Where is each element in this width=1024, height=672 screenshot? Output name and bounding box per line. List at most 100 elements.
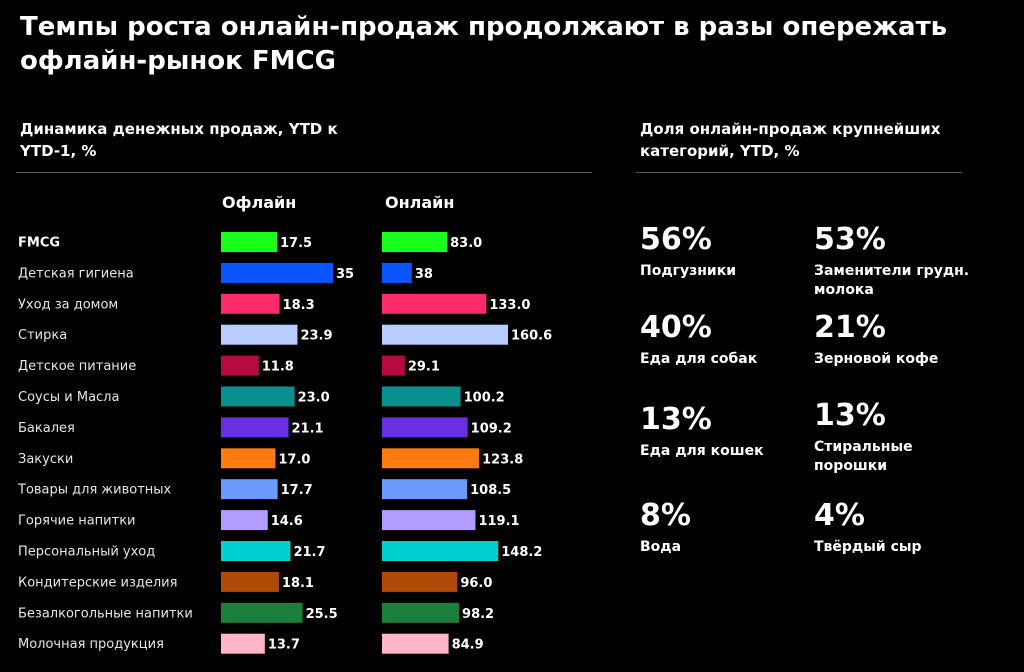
share-value: 40% bbox=[640, 310, 712, 345]
category-label: FMCG bbox=[18, 236, 60, 251]
category-label: Бакалея bbox=[18, 421, 75, 436]
bar bbox=[221, 232, 277, 252]
right-panel-heading: Доля онлайн-продаж крупнейших категорий,… bbox=[640, 120, 941, 160]
data-label: 109.2 bbox=[471, 421, 512, 436]
bar bbox=[221, 479, 278, 500]
bar bbox=[382, 602, 460, 623]
share-label: Еда для собак bbox=[640, 351, 758, 367]
right-divider bbox=[636, 172, 962, 173]
data-label: 108.5 bbox=[470, 483, 511, 498]
bar bbox=[382, 479, 468, 500]
sales-growth-chart: Офлайн Онлайн FMCG 17.5 83.0 Детская гигиена 3… bbox=[17, 193, 552, 654]
data-label: 23.0 bbox=[298, 391, 330, 406]
data-label: 96.0 bbox=[460, 576, 492, 591]
bar bbox=[221, 448, 276, 469]
data-label: 18.3 bbox=[283, 298, 315, 313]
data-label: 38 bbox=[415, 267, 433, 282]
bar bbox=[382, 262, 412, 283]
data-label: 35 bbox=[336, 267, 354, 282]
bar bbox=[221, 510, 268, 531]
share-label: Подгузники bbox=[640, 263, 737, 279]
bar bbox=[382, 355, 405, 376]
data-label: 17.0 bbox=[278, 452, 310, 467]
category-label: Соусы и Масла bbox=[18, 390, 119, 405]
share-value: 13% bbox=[640, 402, 712, 437]
data-label: 18.1 bbox=[282, 576, 314, 591]
bar bbox=[221, 602, 303, 623]
bar bbox=[221, 417, 289, 438]
data-label: 133.0 bbox=[489, 298, 530, 313]
share-item: 53% Заменители грудн. молока bbox=[814, 224, 984, 300]
data-label: 123.8 bbox=[482, 452, 523, 467]
bar bbox=[382, 510, 476, 531]
category-label: Товары для животных bbox=[17, 483, 172, 498]
data-label: 13.7 bbox=[268, 638, 300, 653]
data-label: 11.8 bbox=[262, 360, 294, 375]
share-item: 40% Еда для собак bbox=[640, 312, 810, 369]
category-label: Молочная продукция bbox=[18, 637, 164, 652]
category-label: Горячие напитки bbox=[18, 514, 136, 529]
category-label: Персональный уход bbox=[18, 545, 155, 560]
share-item: 8% Вода bbox=[640, 500, 810, 557]
bar bbox=[221, 541, 291, 561]
category-label: Кондитерские изделия bbox=[18, 575, 177, 590]
data-label: 98.2 bbox=[462, 607, 494, 622]
bar bbox=[221, 355, 259, 376]
share-item: 13% Еда для кошек bbox=[640, 404, 810, 461]
data-label: 119.1 bbox=[478, 514, 519, 529]
category-label: Стирка bbox=[18, 328, 67, 343]
share-value: 56% bbox=[640, 222, 712, 257]
data-label: 23.9 bbox=[300, 329, 332, 344]
bar bbox=[221, 262, 333, 283]
share-label: Твёрдый сыр bbox=[814, 539, 922, 555]
share-label: Еда для кошек bbox=[640, 443, 764, 459]
share-value: 4% bbox=[814, 498, 865, 533]
share-label: Заменители грудн. молока bbox=[814, 263, 970, 298]
share-item: 13% Стиральные порошки bbox=[814, 400, 984, 476]
data-label: 84.9 bbox=[452, 638, 484, 653]
data-label: 100.2 bbox=[464, 391, 505, 406]
bar bbox=[382, 293, 487, 314]
data-label: 160.6 bbox=[511, 329, 552, 344]
left-panel-heading: Динамика денежных продаж, YTD к YTD-1, % bbox=[20, 120, 338, 160]
category-label: Безалкогольные напитки bbox=[18, 606, 193, 621]
share-value: 21% bbox=[814, 310, 886, 345]
bar bbox=[221, 293, 280, 314]
bar bbox=[221, 571, 279, 592]
bar bbox=[382, 541, 499, 561]
bar bbox=[382, 324, 508, 345]
bar bbox=[221, 386, 295, 407]
bar bbox=[382, 386, 461, 407]
data-label: 29.1 bbox=[408, 360, 440, 375]
share-label: Зерновой кофе bbox=[814, 351, 939, 367]
category-label: Уход за домом bbox=[18, 297, 118, 312]
series-header: Офлайн bbox=[222, 193, 296, 212]
share-item: 21% Зерновой кофе bbox=[814, 312, 984, 369]
bar bbox=[382, 571, 458, 592]
share-value: 13% bbox=[814, 398, 886, 433]
data-label: 21.1 bbox=[292, 421, 324, 436]
bar bbox=[221, 633, 265, 654]
share-item: 4% Твёрдый сыр bbox=[814, 500, 984, 557]
share-value: 8% bbox=[640, 498, 691, 533]
share-label: Стиральные порошки bbox=[814, 439, 913, 474]
page-title: Темпы роста онлайн-продаж продолжают в р… bbox=[20, 12, 948, 76]
data-label: 25.5 bbox=[306, 607, 338, 622]
share-value: 53% bbox=[814, 222, 886, 257]
bar bbox=[221, 324, 298, 345]
data-label: 17.7 bbox=[281, 483, 313, 498]
share-label: Вода bbox=[640, 539, 682, 555]
share-item: 56% Подгузники bbox=[640, 224, 810, 281]
bar bbox=[382, 633, 449, 654]
data-label: 83.0 bbox=[450, 236, 482, 251]
bar bbox=[382, 448, 480, 469]
data-label: 14.6 bbox=[271, 514, 303, 529]
left-divider bbox=[16, 172, 592, 173]
data-label: 21.7 bbox=[293, 545, 325, 560]
series-header: Онлайн bbox=[385, 193, 454, 212]
bar bbox=[382, 232, 448, 252]
bar bbox=[382, 417, 468, 438]
category-label: Детское питание bbox=[18, 359, 136, 374]
data-label: 148.2 bbox=[501, 545, 542, 560]
category-label: Детская гигиена bbox=[18, 266, 134, 281]
